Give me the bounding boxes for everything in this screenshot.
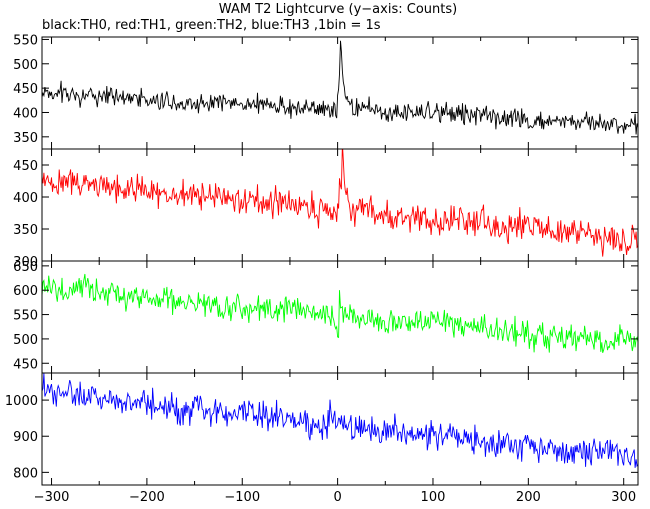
- series-line-th3: [42, 373, 638, 468]
- y-tick-label: 600: [13, 284, 38, 299]
- panel-th2: 450 500 550 600 650: [13, 260, 639, 374]
- x-tick-label: 100: [421, 490, 446, 505]
- series-line-th0: [42, 40, 638, 135]
- x-tick-label: −200: [129, 490, 165, 505]
- panel-frame: [41, 372, 639, 486]
- x-tick-label: −300: [34, 490, 70, 505]
- y-tick-label: 1000: [5, 394, 38, 409]
- x-tick-label: −100: [224, 490, 260, 505]
- panel-th1: 300 350 400 450: [13, 148, 639, 270]
- y-tick-label: 350: [13, 223, 38, 238]
- panel-frame: [41, 260, 639, 374]
- panels-group: 350 400 450 500 550 300 350 400 450 450 500 550 600 6…: [5, 33, 639, 505]
- y-tick-label: 800: [13, 466, 38, 481]
- y-tick-label: 450: [13, 357, 38, 372]
- series-line-th2: [42, 273, 638, 353]
- x-tick-label: 300: [611, 490, 636, 505]
- panel-frame: [41, 148, 639, 262]
- y-tick-label: 450: [13, 82, 38, 97]
- y-tick-label: 450: [13, 159, 38, 174]
- y-tick-label: 550: [13, 309, 38, 324]
- x-tick-label: 200: [516, 490, 541, 505]
- y-tick-label: 500: [13, 58, 38, 73]
- y-tick-label: 350: [13, 131, 38, 146]
- y-tick-label: 400: [13, 106, 38, 121]
- panel-th3: 800 900 1000: [5, 372, 639, 486]
- x-tick-label: 0: [333, 490, 341, 505]
- y-tick-label: 900: [13, 430, 38, 445]
- panel-th0: 350 400 450 500 550: [13, 33, 639, 150]
- y-tick-label: 500: [13, 333, 38, 348]
- series-line-th1: [42, 149, 638, 257]
- y-tick-label: 300: [13, 255, 38, 270]
- chart-title: WAM T2 Lightcurve (y−axis: Counts): [219, 2, 457, 17]
- chart-subtitle: black:TH0, red:TH1, green:TH2, blue:TH3 …: [42, 18, 381, 33]
- y-tick-label: 650: [13, 260, 38, 275]
- y-tick-label: 550: [13, 33, 38, 48]
- y-tick-label: 400: [13, 191, 38, 206]
